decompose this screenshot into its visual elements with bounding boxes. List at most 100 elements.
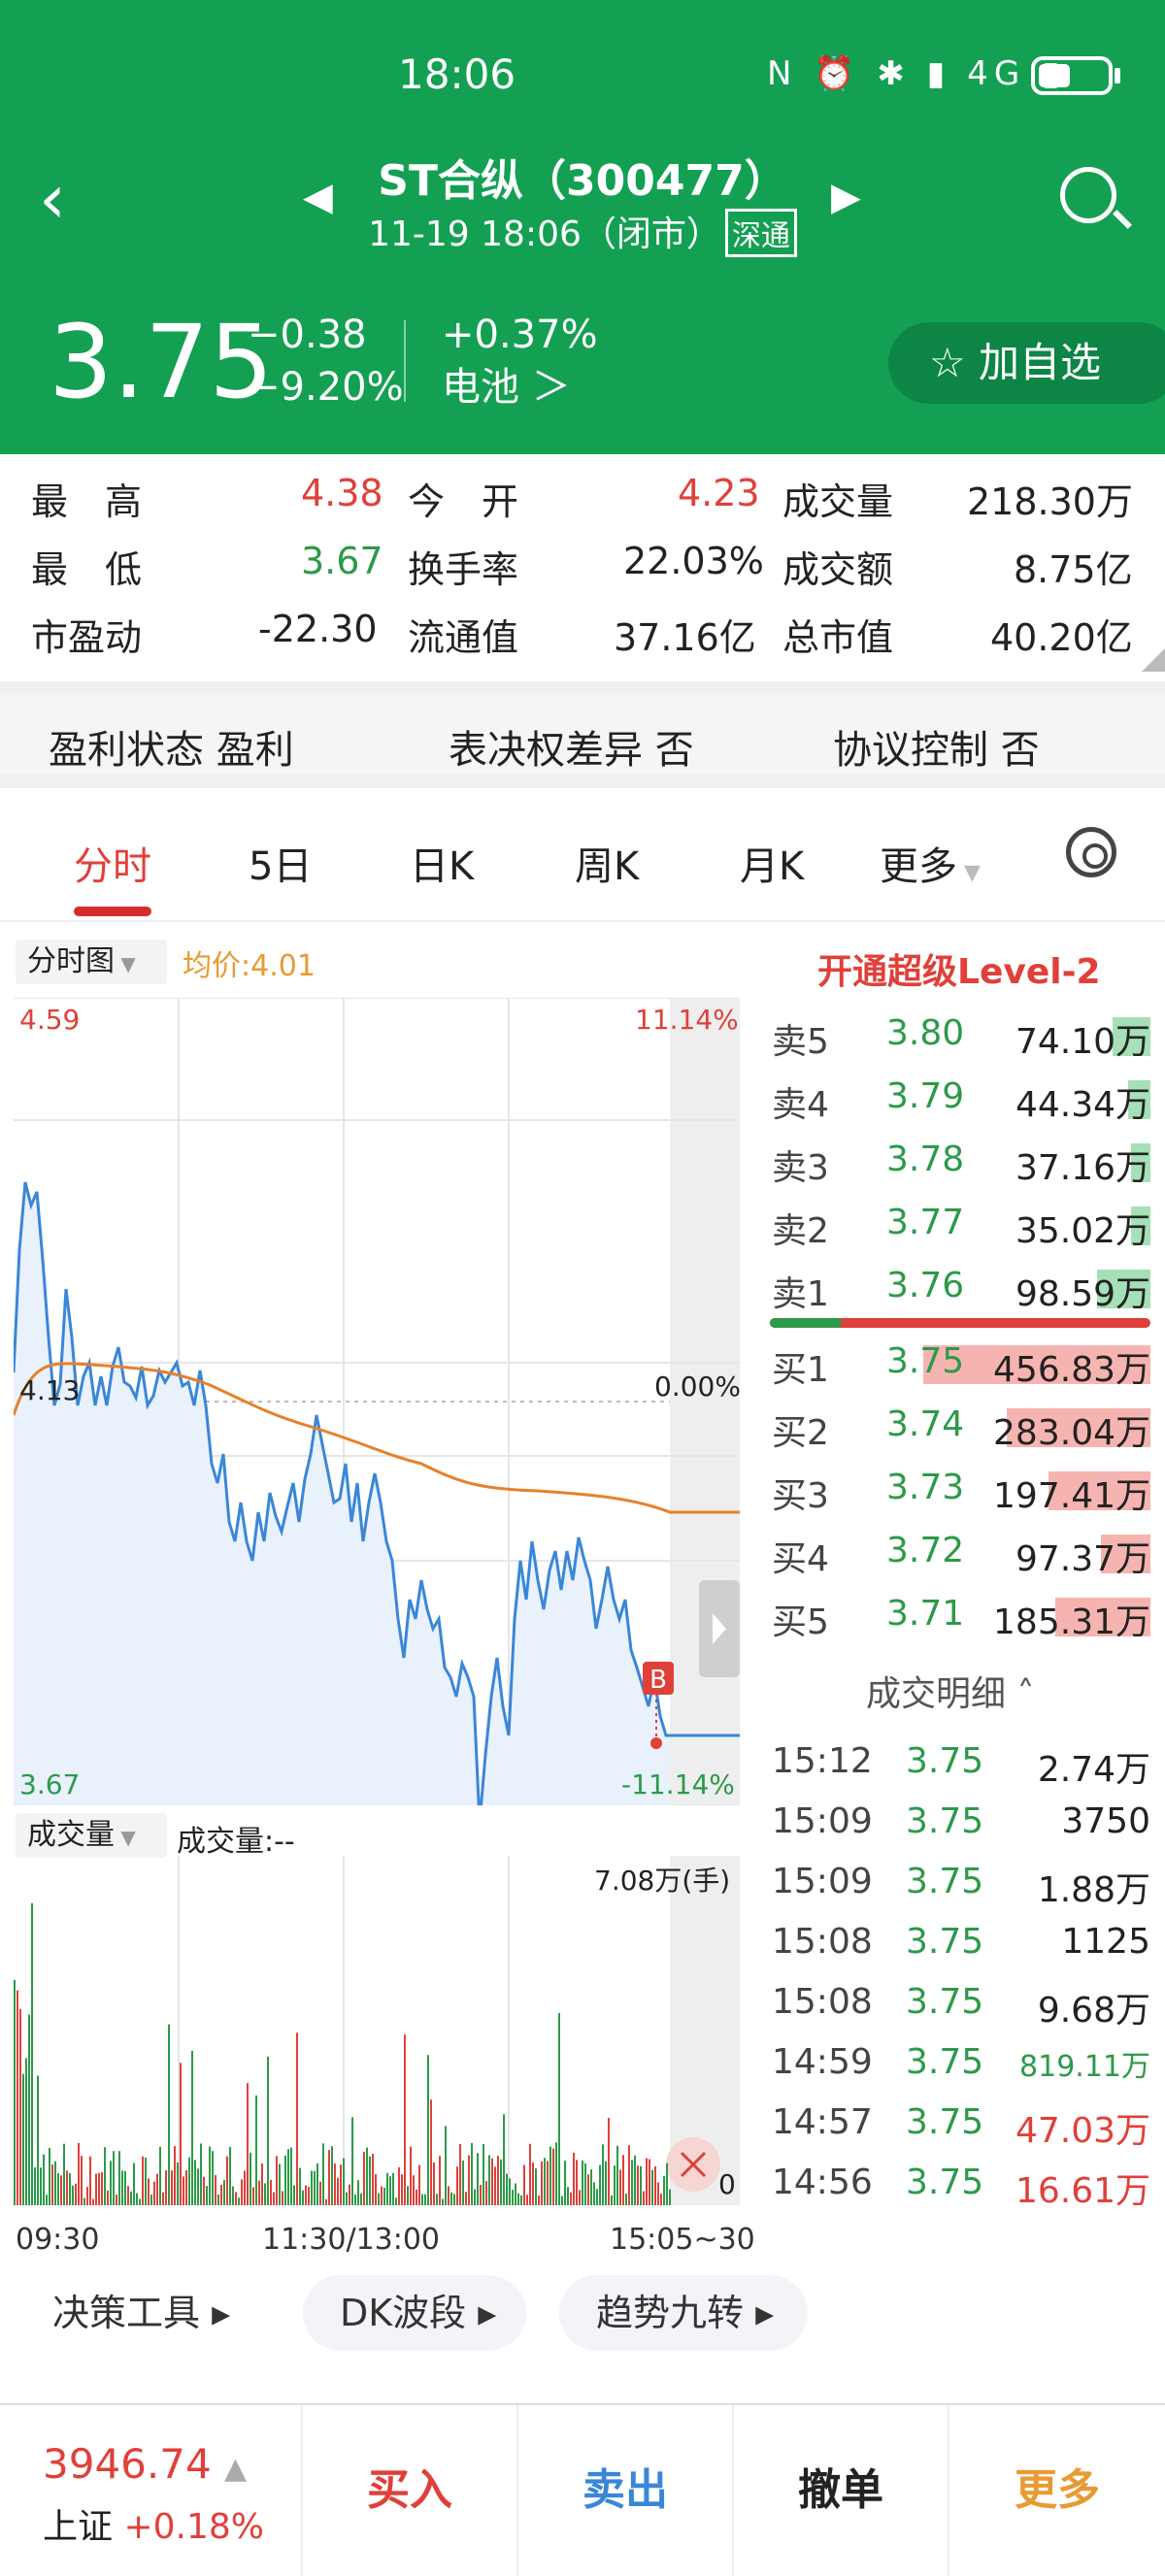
stat-volume: 218.30万 xyxy=(967,480,1133,523)
trade-time: 14:57 xyxy=(772,2102,873,2142)
next-stock-icon[interactable]: ▶ xyxy=(831,175,861,219)
active-tab-indicator xyxy=(74,907,151,916)
order-vol: 74.10万 xyxy=(1015,1022,1150,1062)
stat-label: 市盈动 xyxy=(31,616,143,659)
bid-row[interactable]: 买1 3.75 456.83万 xyxy=(772,1332,1150,1394)
order-label: 卖1 xyxy=(772,1274,829,1314)
order-label: 买5 xyxy=(772,1602,829,1642)
chart-mode-select[interactable]: 分时图 ▼ xyxy=(16,940,167,984)
back-chevron-icon[interactable]: ‹ xyxy=(39,159,66,239)
bid-row[interactable]: 买4 3.72 97.37万 xyxy=(772,1521,1150,1583)
depth-bar xyxy=(1048,1471,1150,1510)
chart-bottom-price: 3.67 xyxy=(19,1768,81,1800)
index-widget[interactable]: 3946.74 ▲ 上证 +0.18% xyxy=(0,2405,303,2576)
search-icon[interactable] xyxy=(1060,167,1116,223)
order-price: 3.73 xyxy=(886,1468,965,1507)
current-price: 3.75 xyxy=(49,303,274,421)
trade-time: 14:59 xyxy=(772,2042,873,2082)
order-price: 3.72 xyxy=(886,1531,965,1570)
intraday-chart[interactable]: B 4.59 11.14% 4.13 0.00% 3.67 -11.14% xyxy=(12,997,741,1824)
order-label: 卖2 xyxy=(772,1211,829,1251)
intraday-chart-svg: B xyxy=(12,997,740,1824)
trade-price: 3.75 xyxy=(906,1982,984,2022)
trade-row: 15:12 3.75 2.74万 xyxy=(772,1732,1150,1792)
trade-volume: 47.03万 xyxy=(1015,2111,1150,2151)
tool-decision[interactable]: 决策工具 ▸ xyxy=(52,2292,231,2334)
tab-weekly-k[interactable]: 周K xyxy=(575,844,640,889)
stat-label: 换手率 xyxy=(408,548,519,591)
ask-row[interactable]: 卖4 3.79 44.34万 xyxy=(772,1067,1150,1129)
order-vol: 98.59万 xyxy=(1015,1274,1150,1314)
trade-price: 3.75 xyxy=(906,2163,984,2202)
prev-stock-icon[interactable]: ◀ xyxy=(303,175,333,219)
bid-row[interactable]: 买2 3.74 283.04万 xyxy=(772,1395,1150,1457)
price-area xyxy=(14,1182,670,1823)
x-label-start: 09:30 xyxy=(16,2223,100,2257)
status-time: 18:06 xyxy=(398,50,516,98)
stat-label: 成交额 xyxy=(782,548,894,591)
ask-row[interactable]: 卖1 3.76 98.59万 xyxy=(772,1256,1150,1318)
volume-mode-select[interactable]: 成交量 ▼ xyxy=(16,1813,167,1858)
company-tags: 盈利状态 盈利 表决权差异 否 协议控制 否 xyxy=(0,681,1165,788)
avg-price-line xyxy=(12,1362,740,1514)
order-label: 买3 xyxy=(772,1476,829,1516)
trade-time: 15:09 xyxy=(772,1801,873,1841)
chart-top-pct: 11.14% xyxy=(635,1004,739,1036)
tab-daily-k[interactable]: 日K xyxy=(410,844,475,889)
tab-intraday[interactable]: 分时 xyxy=(74,844,151,889)
battery-tip xyxy=(1115,68,1120,83)
ask-row[interactable]: 卖5 3.80 74.10万 xyxy=(772,1004,1150,1066)
expand-corner-icon[interactable] xyxy=(1142,648,1165,672)
add-watchlist-button[interactable]: ☆ 加自选 xyxy=(888,322,1165,404)
bid-row[interactable]: 买5 3.71 185.31万 xyxy=(772,1584,1150,1646)
trade-detail-toggle[interactable]: 成交明细 ˄ xyxy=(866,1674,1035,1714)
chart-bottom-pct: -11.14% xyxy=(621,1768,735,1800)
sell-button[interactable]: 卖出 xyxy=(518,2405,734,2576)
stats-panel[interactable]: 最 高 4.38 今 开 4.23 成交量 218.30万 最 低 3.67 换… xyxy=(0,454,1165,681)
more-button[interactable]: 更多 xyxy=(1015,2465,1100,2515)
buy-button[interactable]: 买入 xyxy=(303,2405,518,2576)
order-price: 3.71 xyxy=(886,1594,965,1634)
stat-low: 3.67 xyxy=(301,540,383,582)
order-vol: 37.16万 xyxy=(1015,1148,1150,1188)
trade-row: 14:57 3.75 47.03万 xyxy=(772,2093,1150,2153)
trade-volume: 819.11万 xyxy=(1019,2050,1150,2084)
bid-row[interactable]: 买3 3.73 197.41万 xyxy=(772,1458,1150,1520)
tag-control: 协议控制 否 xyxy=(833,728,1040,773)
tab-monthly-k[interactable]: 月K xyxy=(740,844,805,889)
order-vol: 97.37万 xyxy=(1015,1539,1150,1579)
stat-open: 4.23 xyxy=(678,472,760,514)
tab-5day[interactable]: 5日 xyxy=(249,844,313,889)
index-name: 上证 xyxy=(43,2507,114,2547)
trade-row: 15:09 3.75 1.88万 xyxy=(772,1852,1150,1912)
gear-icon[interactable] xyxy=(1066,827,1116,877)
order-label: 买1 xyxy=(772,1350,829,1390)
stat-high: 4.38 xyxy=(301,472,383,514)
depth-bar xyxy=(1128,1080,1150,1119)
ask-row[interactable]: 卖2 3.77 35.02万 xyxy=(772,1193,1150,1255)
sector-link[interactable]: +0.37% 电池 ＞ xyxy=(442,309,598,413)
trade-row: 14:56 3.75 16.61万 xyxy=(772,2153,1150,2213)
level2-promo[interactable]: 开通超级Level-2 xyxy=(817,952,1101,992)
trade-time: 14:56 xyxy=(772,2163,873,2202)
order-price: 3.78 xyxy=(886,1139,965,1179)
x-label-mid: 11:30/13:00 xyxy=(262,2223,441,2257)
bottom-bar: 3946.74 ▲ 上证 +0.18% 买入 卖出 撤单 更多 xyxy=(0,2403,1165,2576)
cancel-order-button[interactable]: 撤单 xyxy=(734,2405,949,2576)
stat-label: 流通值 xyxy=(408,616,519,659)
stock-subtitle: 11-19 18:06（闭市） 深通 xyxy=(0,206,1165,257)
order-vol: 185.31万 xyxy=(993,1602,1150,1642)
tool-dk[interactable]: DK波段 ▸ xyxy=(303,2275,526,2351)
stat-amount: 8.75亿 xyxy=(1014,548,1133,591)
trade-price: 3.75 xyxy=(906,2102,984,2142)
order-price: 3.75 xyxy=(886,1341,965,1381)
stat-label: 最 低 xyxy=(31,548,143,591)
volume-label: 成交量:-- xyxy=(177,1825,295,1859)
volume-chart: 7.08万(手) 0 xyxy=(14,1856,740,2205)
tab-more[interactable]: 更多 ▼ xyxy=(880,844,981,889)
depth-bar xyxy=(1097,1270,1150,1308)
order-label: 卖5 xyxy=(772,1022,829,1062)
tool-nine-turn[interactable]: 趋势九转 ▸ xyxy=(559,2275,808,2351)
trade-row: 15:09 3.75 3750 xyxy=(772,1792,1150,1852)
ask-row[interactable]: 卖3 3.78 37.16万 xyxy=(772,1130,1150,1192)
